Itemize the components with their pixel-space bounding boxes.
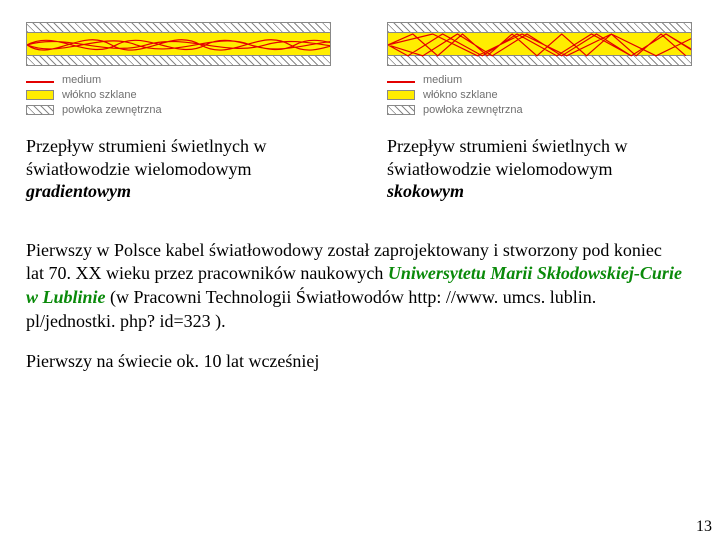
p2-text: Pierwszy na świecie ok. 10 lat wcześniej <box>26 351 319 371</box>
legend-core: włókno szklane <box>387 87 692 102</box>
legend-medium: medium <box>387 72 692 87</box>
legend-cladding: powłoka zewnętrzna <box>387 102 692 117</box>
swatch-hatch-icon <box>26 105 54 115</box>
page-number: 13 <box>696 518 712 536</box>
caption-left: Przepływ strumieni świetlnych w światłow… <box>26 135 331 203</box>
legend-cladding: powłoka zewnętrzna <box>26 102 331 117</box>
figure-right: medium włókno szklane powłoka zewnętrzna <box>387 22 692 117</box>
legend-cladding-label: powłoka zewnętrzna <box>62 104 162 116</box>
legend-core: włókno szklane <box>26 87 331 102</box>
figure-left: medium włókno szklane powłoka zewnętrzna <box>26 22 331 117</box>
legend-cladding-label: powłoka zewnętrzna <box>423 104 523 116</box>
p1-b: (w Pracowni Technologii Światłowodów htt… <box>26 287 596 331</box>
cladding-top <box>27 23 330 33</box>
swatch-core-icon <box>387 90 415 100</box>
paragraph-2: Pierwszy na świecie ok. 10 lat wcześniej <box>26 350 694 374</box>
fiber-gradient <box>26 22 331 66</box>
legend-core-label: włókno szklane <box>423 89 498 101</box>
paragraph-1: Pierwszy w Polsce kabel światłowodowy zo… <box>26 239 694 334</box>
fiber-step <box>387 22 692 66</box>
cladding-top <box>388 23 691 33</box>
swatch-line-icon <box>387 81 415 83</box>
rays-gradient <box>27 33 330 57</box>
swatch-core-icon <box>26 90 54 100</box>
caption-right: Przepływ strumieni świetlnych w światłow… <box>387 135 692 203</box>
figures-row: medium włókno szklane powłoka zewnętrzna <box>26 22 694 117</box>
swatch-line-icon <box>26 81 54 83</box>
caption-right-em: skokowym <box>387 181 464 201</box>
legend-core-label: włókno szklane <box>62 89 137 101</box>
captions-row: Przepływ strumieni świetlnych w światłow… <box>26 135 694 203</box>
legend-medium: medium <box>26 72 331 87</box>
caption-left-em: gradientowym <box>26 181 131 201</box>
legend-right: medium włókno szklane powłoka zewnętrzna <box>387 72 692 117</box>
swatch-hatch-icon <box>387 105 415 115</box>
rays-step <box>388 33 691 57</box>
caption-left-text: Przepływ strumieni świetlnych w światłow… <box>26 136 266 179</box>
caption-right-text: Przepływ strumieni świetlnych w światłow… <box>387 136 627 179</box>
legend-left: medium włókno szklane powłoka zewnętrzna <box>26 72 331 117</box>
legend-medium-label: medium <box>423 74 462 86</box>
legend-medium-label: medium <box>62 74 101 86</box>
